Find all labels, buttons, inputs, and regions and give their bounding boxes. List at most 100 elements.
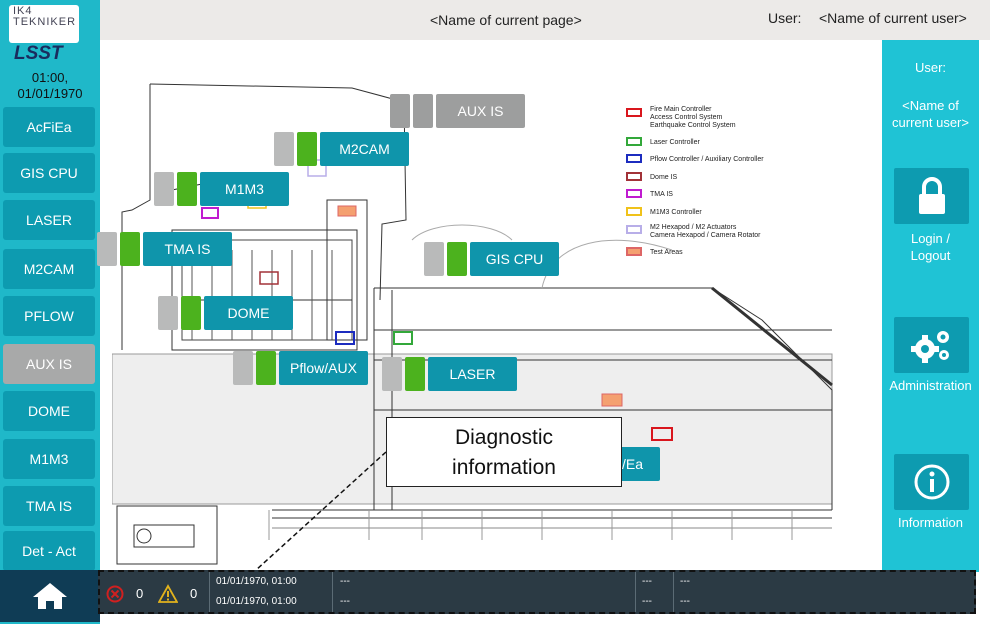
status-indicator-gray (390, 94, 410, 128)
tag-pflow-aux[interactable]: Pflow/AUX (279, 351, 368, 385)
legend-swatch (626, 108, 642, 117)
login-label-line1: Login / (910, 231, 951, 246)
logo-line2: TEKNIKER (13, 16, 77, 28)
panel-user-name-line2: current user> (892, 115, 969, 130)
panel-user-name: <Name of current user> (882, 97, 979, 131)
status-indicator-gray (158, 296, 178, 330)
sidebar-item-m1m3[interactable]: M1M3 (3, 439, 95, 479)
sidebar-item-m2cam[interactable]: M2CAM (3, 249, 95, 289)
page-title: <Name of current page> (430, 12, 582, 28)
status-indicator-gray (97, 232, 117, 266)
information-label[interactable]: Information (897, 515, 964, 530)
legend-item: Laser Controller (650, 139, 700, 146)
sidebar-item-pflow[interactable]: PFLOW (3, 296, 95, 336)
legend-swatch (626, 137, 642, 146)
clock: 01:00, 01/01/1970 (0, 70, 100, 102)
log-message-2: --- (340, 596, 350, 607)
user-label: User: (768, 10, 802, 26)
callout-pointer (255, 451, 387, 571)
warning-icon (158, 584, 178, 603)
login-label-line2: Logout (910, 248, 951, 263)
callout-line1: Diagnostic (454, 426, 554, 449)
administration-label[interactable]: Administration (889, 378, 972, 393)
legend-swatch (626, 247, 642, 256)
divider (673, 572, 674, 612)
login-button[interactable] (894, 168, 969, 224)
top-header (100, 0, 990, 40)
error-icon (106, 585, 124, 603)
tag-m1m3[interactable]: M1M3 (200, 172, 289, 206)
legend-item: Earthquake Control System (650, 122, 736, 129)
legend-item: Fire Main Controller (650, 106, 712, 113)
lsst-logo: LSST (14, 43, 63, 64)
sidebar-item-dome[interactable]: DOME (3, 391, 95, 431)
status-indicator-green (120, 232, 140, 266)
sidebar-item-gis-cpu[interactable]: GIS CPU (3, 153, 95, 193)
information-button[interactable] (894, 454, 969, 510)
status-indicator-gray (413, 94, 433, 128)
legend-swatch (626, 225, 642, 234)
legend-swatch (626, 207, 642, 216)
status-indicator-gray (382, 357, 402, 391)
callout-line2: information (452, 456, 556, 479)
home-button[interactable] (0, 570, 100, 622)
gears-icon (910, 331, 949, 363)
tag-m2cam[interactable]: M2CAM (320, 132, 409, 166)
status-indicator-green (405, 357, 425, 391)
legend-item: M1M3 Controller (650, 209, 702, 216)
sidebar-item-tma-is[interactable]: TMA IS (3, 486, 95, 526)
clock-date: 01/01/1970 (17, 86, 83, 101)
sidebar-item-acfiea[interactable]: AcFiEa (3, 107, 95, 147)
status-indicator-gray (274, 132, 294, 166)
tag-laser[interactable]: LASER (428, 357, 517, 391)
tag-aux-is[interactable]: AUX IS (436, 94, 525, 128)
error-count: 0 (136, 586, 144, 601)
status-indicator-gray (233, 351, 253, 385)
status-indicator-green (297, 132, 317, 166)
legend-swatch (626, 154, 642, 163)
status-indicator-green (177, 172, 197, 206)
status-indicator-green (447, 242, 467, 276)
tag-gis-cpu[interactable]: GIS CPU (470, 242, 559, 276)
status-indicator-gray (154, 172, 174, 206)
legend-swatch (626, 189, 642, 198)
log-time-1: 01/01/1970, 01:00 (216, 576, 297, 587)
logo-line1: IK4 (13, 5, 33, 17)
panel-user-name-line1: <Name of (902, 98, 959, 113)
clock-time: 01:00, (31, 70, 69, 85)
home-icon (33, 583, 67, 609)
lock-icon (918, 177, 945, 214)
status-indicator-green (181, 296, 201, 330)
sidebar-item-laser[interactable]: LASER (3, 200, 95, 240)
legend-item: TMA IS (650, 191, 673, 198)
log-col3-2: --- (642, 596, 652, 607)
legend-item: Test Areas (650, 249, 683, 256)
legend-item: Camera Hexapod / Camera Rotator (650, 232, 761, 239)
legend-item: Dome IS (650, 174, 678, 181)
legend-item: M2 Hexapod / M2 Actuators (650, 224, 737, 231)
status-indicator-gray (424, 242, 444, 276)
tag-tma-is[interactable]: TMA IS (143, 232, 232, 266)
legend: Fire Main Controller Access Control Syst… (626, 106, 806, 266)
tag-dome[interactable]: DOME (204, 296, 293, 330)
status-indicator-green (256, 351, 276, 385)
log-col3-1: --- (642, 576, 652, 587)
divider (209, 572, 210, 612)
administration-button[interactable] (894, 317, 969, 373)
log-message-1: --- (340, 576, 350, 587)
panel-user-label: User: (914, 60, 947, 75)
sidebar-item-det-act[interactable]: Det - Act (3, 531, 95, 571)
divider (635, 572, 636, 612)
legend-item: Access Control System (650, 114, 723, 121)
log-col4-2: --- (680, 596, 690, 607)
info-icon (914, 464, 949, 500)
log-col4-1: --- (680, 576, 690, 587)
diagnostic-status-bar[interactable]: 0 0 01/01/1970, 01:00 01/01/1970, 01:00 … (98, 570, 976, 614)
log-time-2: 01/01/1970, 01:00 (216, 596, 297, 607)
legend-item: Pflow Controller / Auxiliary Controller (650, 156, 764, 163)
sidebar-item-aux-is[interactable]: AUX IS (3, 344, 95, 384)
divider (332, 572, 333, 612)
login-label[interactable]: Login / Logout (882, 230, 979, 264)
logo-text: IK4 TEKNIKER (13, 6, 76, 28)
warning-count: 0 (190, 586, 198, 601)
